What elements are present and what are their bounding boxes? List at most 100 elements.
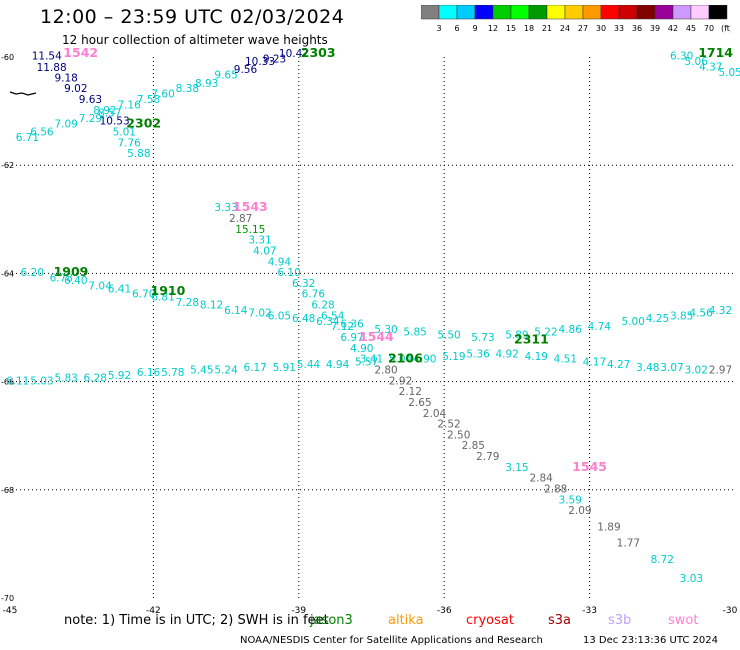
wave-height-label: 5.92 xyxy=(108,370,131,382)
wave-height-label: 6.56 xyxy=(30,126,54,138)
wave-height-label: 9.23 xyxy=(263,53,286,65)
legend-item-swot: swot xyxy=(668,613,699,628)
pass-time-label: 1910 xyxy=(151,283,186,298)
wave-height-label: 2.92 xyxy=(389,375,412,387)
wave-height-label: 5.83 xyxy=(54,373,77,385)
wave-height-label: 10.42 xyxy=(279,48,309,60)
colorbar-tick-label: 27 xyxy=(578,24,588,33)
wave-height-label: 5.88 xyxy=(127,148,150,160)
wave-height-label: 11.54 xyxy=(32,51,62,63)
wave-height-label: 5.22 xyxy=(534,327,557,339)
wave-height-label: 4.56 xyxy=(689,308,713,320)
colorbar-tick-label: 70 xyxy=(704,24,714,33)
legend-item-s3a: s3a xyxy=(548,613,572,628)
wave-height-label: 6.16 xyxy=(137,367,161,379)
wave-height-label: 7.29 xyxy=(79,113,102,125)
wave-height-label: 6.48 xyxy=(292,313,315,325)
pass-time-label: 1714 xyxy=(698,45,733,60)
colorbar-swatch xyxy=(582,5,602,20)
wave-height-label: 2.04 xyxy=(423,408,447,420)
wave-height-label: 5.04 xyxy=(389,354,413,366)
colorbar-tick-label: 42 xyxy=(668,24,678,33)
wave-height-label: 5.30 xyxy=(374,324,397,336)
wave-height-label: 4.92 xyxy=(496,348,519,360)
wave-height-label: 8.72 xyxy=(651,554,674,566)
wave-height-label: 8.93 xyxy=(195,78,218,90)
wave-height-label: 9.18 xyxy=(54,72,77,84)
colorbar-tick-label: 39 xyxy=(650,24,660,33)
wave-height-label: 6.28 xyxy=(84,373,107,385)
colorbar-swatch xyxy=(708,5,728,20)
wave-height-label: 7.60 xyxy=(151,89,174,101)
wave-height-label: 9.02 xyxy=(64,83,87,95)
wave-height-label: 5.01 xyxy=(113,126,136,138)
wave-height-label: 4.90 xyxy=(350,343,373,355)
wave-height-label: 2.79 xyxy=(476,451,499,463)
wave-height-label: 10.33 xyxy=(245,56,275,68)
colorbar-swatch xyxy=(618,5,638,20)
wave-height-label: 5.73 xyxy=(471,332,494,344)
wave-height-label: 7.09 xyxy=(54,118,77,130)
wave-height-label: 3.15 xyxy=(505,462,528,474)
colorbar-unit: (ft) xyxy=(721,24,731,33)
wave-height-label: 6.40 xyxy=(64,275,87,287)
wave-height-label: 6.41 xyxy=(108,283,131,295)
credit-line: NOAA/NESDIS Center for Satellite Applica… xyxy=(240,635,543,646)
wave-height-label: 8.38 xyxy=(176,83,199,95)
wave-height-label: 2.12 xyxy=(399,386,422,398)
wave-height-label: 8.12 xyxy=(200,300,223,312)
wave-height-label: 5.19 xyxy=(442,351,465,363)
wave-height-label: 3.33 xyxy=(214,202,237,214)
x-tick-label: -30 xyxy=(723,606,738,616)
wave-height-label: 8.92 xyxy=(93,105,116,117)
wave-height-label: 7.12 xyxy=(331,321,354,333)
wave-height-label: 4.94 xyxy=(326,359,350,371)
wave-height-label: 5.78 xyxy=(161,367,184,379)
y-tick-label: -68 xyxy=(1,486,14,495)
wave-height-label: 2.87 xyxy=(229,213,252,225)
wave-height-label: 5.36 xyxy=(466,348,490,360)
wave-height-label: 4.17 xyxy=(583,356,606,368)
colorbar-tick-label: 15 xyxy=(506,24,516,33)
colorbar-swatch xyxy=(528,5,548,20)
wave-height-label: 6.54 xyxy=(321,310,345,322)
pass-time-label: 2302 xyxy=(126,115,161,130)
colorbar-tick-label: 30 xyxy=(596,24,606,33)
colorbar-swatch xyxy=(600,5,620,20)
wave-height-label: 7.04 xyxy=(88,281,112,293)
pass-time-label: 2303 xyxy=(301,45,336,60)
colorbar-swatch xyxy=(492,5,512,20)
legend-item-jason3: jason3 xyxy=(310,613,353,628)
wave-height-label: 1.89 xyxy=(597,521,620,533)
colorbar-tick-label: 45 xyxy=(686,24,696,33)
wave-height-label: 5.05 xyxy=(718,67,740,79)
colorbar-swatch xyxy=(510,5,530,20)
wave-height-label: 6.05 xyxy=(268,310,291,322)
y-tick-label: -66 xyxy=(1,378,14,387)
colorbar-swatch xyxy=(456,5,476,20)
pass-time-label: 1545 xyxy=(572,459,607,474)
wave-height-label: 4.37 xyxy=(699,62,722,74)
coastline xyxy=(9,91,37,96)
pass-time-label: 1544 xyxy=(359,329,394,344)
colorbar-tick-label: 21 xyxy=(542,24,552,33)
pass-time-label: 2311 xyxy=(514,332,549,347)
colorbar-swatch xyxy=(564,5,584,20)
colorbar-swatch xyxy=(654,5,674,20)
x-tick-label: -36 xyxy=(437,606,452,616)
wave-height-label: 9.56 xyxy=(234,64,258,76)
wave-height-label: 5.57 xyxy=(355,356,378,368)
wave-height-label: 5.06 xyxy=(685,56,709,68)
y-tick-label: -60 xyxy=(1,53,14,62)
wave-height-label: 6.97 xyxy=(340,332,363,344)
wave-height-label: 3.85 xyxy=(670,310,693,322)
wave-height-label: 4.90 xyxy=(413,354,436,366)
wave-height-label: 5.89 xyxy=(505,329,528,341)
colorbar-tick-label: 33 xyxy=(614,24,624,33)
colorbar-swatch xyxy=(438,5,458,20)
wave-height-label: 4.94 xyxy=(268,256,292,268)
wave-height-label: 4.51 xyxy=(554,354,577,366)
wave-height-label: 2.50 xyxy=(447,429,470,441)
wave-height-label: 4.74 xyxy=(588,321,612,333)
